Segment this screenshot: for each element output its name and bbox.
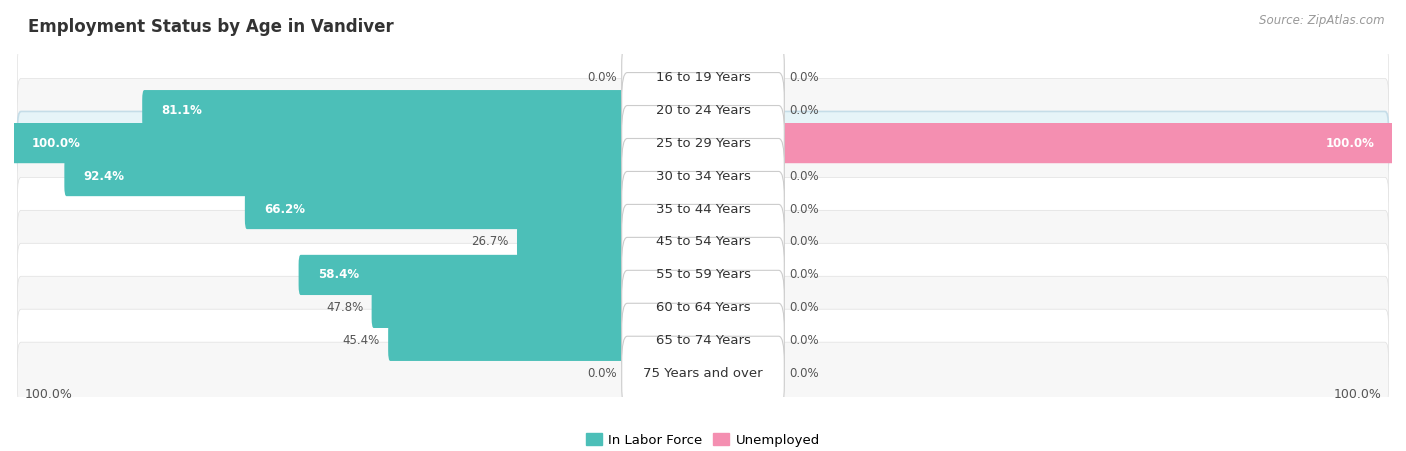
Text: 0.0%: 0.0% bbox=[789, 334, 818, 347]
FancyBboxPatch shape bbox=[371, 288, 704, 328]
FancyBboxPatch shape bbox=[17, 276, 1389, 340]
Text: 0.0%: 0.0% bbox=[789, 104, 818, 117]
Text: 35 to 44 Years: 35 to 44 Years bbox=[655, 202, 751, 216]
Text: 81.1%: 81.1% bbox=[162, 104, 202, 117]
FancyBboxPatch shape bbox=[17, 78, 1389, 142]
Text: 60 to 64 Years: 60 to 64 Years bbox=[655, 301, 751, 314]
Text: 45.4%: 45.4% bbox=[343, 334, 380, 347]
Text: 0.0%: 0.0% bbox=[789, 367, 818, 380]
Text: 0.0%: 0.0% bbox=[588, 367, 617, 380]
FancyBboxPatch shape bbox=[245, 189, 704, 229]
Text: 16 to 19 Years: 16 to 19 Years bbox=[655, 71, 751, 84]
FancyBboxPatch shape bbox=[142, 90, 704, 130]
FancyBboxPatch shape bbox=[388, 321, 704, 361]
Text: 100.0%: 100.0% bbox=[1326, 137, 1375, 150]
Text: 100.0%: 100.0% bbox=[31, 137, 80, 150]
Text: 0.0%: 0.0% bbox=[789, 202, 818, 216]
FancyBboxPatch shape bbox=[702, 123, 1393, 163]
Text: 0.0%: 0.0% bbox=[789, 71, 818, 84]
Text: 0.0%: 0.0% bbox=[789, 268, 818, 281]
Text: 65 to 74 Years: 65 to 74 Years bbox=[655, 334, 751, 347]
Legend: In Labor Force, Unemployed: In Labor Force, Unemployed bbox=[581, 428, 825, 451]
FancyBboxPatch shape bbox=[621, 73, 785, 148]
FancyBboxPatch shape bbox=[621, 204, 785, 280]
Text: 100.0%: 100.0% bbox=[1334, 388, 1382, 401]
FancyBboxPatch shape bbox=[17, 243, 1389, 307]
Text: Employment Status by Age in Vandiver: Employment Status by Age in Vandiver bbox=[28, 18, 394, 36]
Text: 0.0%: 0.0% bbox=[789, 170, 818, 183]
Text: Source: ZipAtlas.com: Source: ZipAtlas.com bbox=[1260, 14, 1385, 27]
FancyBboxPatch shape bbox=[621, 106, 785, 181]
Text: 20 to 24 Years: 20 to 24 Years bbox=[655, 104, 751, 117]
FancyBboxPatch shape bbox=[17, 309, 1389, 373]
FancyBboxPatch shape bbox=[17, 144, 1389, 208]
FancyBboxPatch shape bbox=[621, 138, 785, 214]
FancyBboxPatch shape bbox=[621, 237, 785, 313]
FancyBboxPatch shape bbox=[621, 303, 785, 378]
FancyBboxPatch shape bbox=[65, 156, 704, 196]
FancyBboxPatch shape bbox=[17, 342, 1389, 405]
Text: 0.0%: 0.0% bbox=[789, 235, 818, 249]
Text: 75 Years and over: 75 Years and over bbox=[643, 367, 763, 380]
Text: 58.4%: 58.4% bbox=[318, 268, 359, 281]
FancyBboxPatch shape bbox=[621, 171, 785, 247]
FancyBboxPatch shape bbox=[517, 222, 704, 262]
FancyBboxPatch shape bbox=[17, 46, 1389, 109]
FancyBboxPatch shape bbox=[17, 210, 1389, 274]
Text: 92.4%: 92.4% bbox=[83, 170, 125, 183]
FancyBboxPatch shape bbox=[621, 270, 785, 345]
Text: 0.0%: 0.0% bbox=[789, 301, 818, 314]
Text: 47.8%: 47.8% bbox=[326, 301, 363, 314]
Text: 26.7%: 26.7% bbox=[471, 235, 509, 249]
FancyBboxPatch shape bbox=[621, 40, 785, 115]
FancyBboxPatch shape bbox=[13, 123, 704, 163]
Text: 66.2%: 66.2% bbox=[264, 202, 305, 216]
Text: 100.0%: 100.0% bbox=[24, 388, 72, 401]
Text: 45 to 54 Years: 45 to 54 Years bbox=[655, 235, 751, 249]
Text: 30 to 34 Years: 30 to 34 Years bbox=[655, 170, 751, 183]
FancyBboxPatch shape bbox=[621, 336, 785, 411]
Text: 25 to 29 Years: 25 to 29 Years bbox=[655, 137, 751, 150]
Text: 0.0%: 0.0% bbox=[588, 71, 617, 84]
FancyBboxPatch shape bbox=[17, 177, 1389, 241]
FancyBboxPatch shape bbox=[298, 255, 704, 295]
FancyBboxPatch shape bbox=[17, 111, 1389, 175]
Text: 55 to 59 Years: 55 to 59 Years bbox=[655, 268, 751, 281]
